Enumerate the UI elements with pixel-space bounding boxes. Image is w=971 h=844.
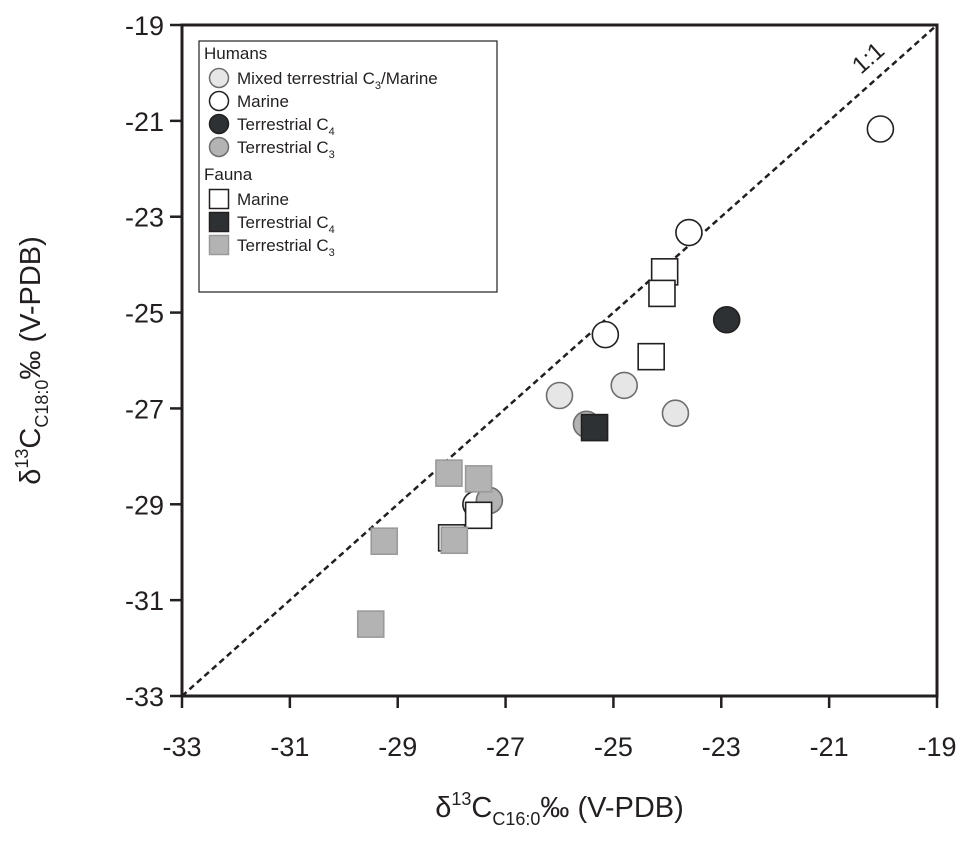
- x-axis-label: δ13CC16:0‰ (V-PDB): [435, 789, 684, 829]
- y-tick-label: -25: [125, 299, 164, 329]
- fauna-terrestrial-c3-point: [356, 610, 385, 638]
- fauna-marine-point: [648, 279, 676, 308]
- x-tick-label: -31: [270, 732, 309, 762]
- legend-marker-circle: [208, 136, 230, 158]
- legend-marker-circle: [208, 67, 230, 89]
- legend-heading: Humans: [204, 44, 267, 63]
- fauna-terrestrial-c3-point: [370, 527, 399, 555]
- one-to-one-line: [181, 24, 938, 697]
- humans-marine-point: [591, 320, 620, 349]
- y-tick-label: -33: [125, 682, 164, 712]
- y-axis-ticks: -33 -31 -29 -27 -25 -23 -21 -19: [125, 11, 182, 712]
- humans-marine-point: [675, 218, 703, 247]
- y-tick-label: -27: [125, 394, 164, 424]
- humans-marine-point: [866, 115, 895, 143]
- y-tick-label: -21: [125, 107, 164, 137]
- legend-entry-label: Marine: [237, 92, 289, 111]
- fauna-terrestrial-c4-point: [580, 413, 609, 442]
- humans-terrestrial-c4-point: [712, 305, 741, 334]
- legend-heading: Fauna: [204, 165, 253, 184]
- x-tick-label: -21: [810, 732, 849, 762]
- y-tick-label: -31: [125, 586, 164, 616]
- one-to-one-label: 1:1: [847, 37, 890, 79]
- legend-marker-square: [208, 234, 230, 256]
- legend-marker-square: [208, 211, 230, 233]
- legend-entry-label: Terrestrial C4: [237, 213, 335, 236]
- humans-mixed-terrestrial-c3-marine-point: [661, 399, 690, 428]
- humans-mixed-terrestrial-c3-marine-point: [610, 371, 639, 400]
- x-axis-ticks: -33 -31 -29 -27 -25 -23 -21 -19: [162, 696, 957, 762]
- y-tick-label: -23: [125, 203, 164, 233]
- legend-entry-label: Mixed terrestrial C3/Marine: [237, 69, 438, 92]
- fauna-terrestrial-c3-point: [435, 459, 463, 487]
- fauna-terrestrial-c3-point: [464, 465, 493, 493]
- y-tick-label: -19: [125, 11, 164, 41]
- humans-mixed-terrestrial-c3-marine-point: [545, 381, 574, 410]
- legend-box: [198, 40, 498, 293]
- legend-marker-circle: [208, 113, 230, 135]
- fauna-terrestrial-c3-point: [440, 526, 469, 555]
- y-tick-label: -29: [125, 490, 164, 520]
- fauna-marine-point: [464, 501, 493, 530]
- legend-entry-label: Terrestrial C3: [237, 138, 335, 161]
- legend-marker-square: [208, 188, 230, 210]
- legend-entry-label: Marine: [237, 190, 289, 209]
- legend-entry-label: Terrestrial C4: [237, 115, 335, 138]
- x-tick-label: -33: [162, 732, 201, 762]
- fauna-marine-point: [637, 342, 665, 371]
- legend-marker-circle: [208, 90, 230, 112]
- y-axis-label: δ13CC18:0‰ (V-PDB): [12, 236, 52, 485]
- x-tick-label: -23: [702, 732, 741, 762]
- x-tick-label: -27: [486, 732, 525, 762]
- x-tick-label: -19: [917, 732, 956, 762]
- x-tick-label: -25: [594, 732, 633, 762]
- x-tick-label: -29: [378, 732, 417, 762]
- plot-frame: [180, 23, 939, 698]
- data-points: [356, 115, 895, 638]
- legend-entry-label: Terrestrial C3: [237, 236, 335, 259]
